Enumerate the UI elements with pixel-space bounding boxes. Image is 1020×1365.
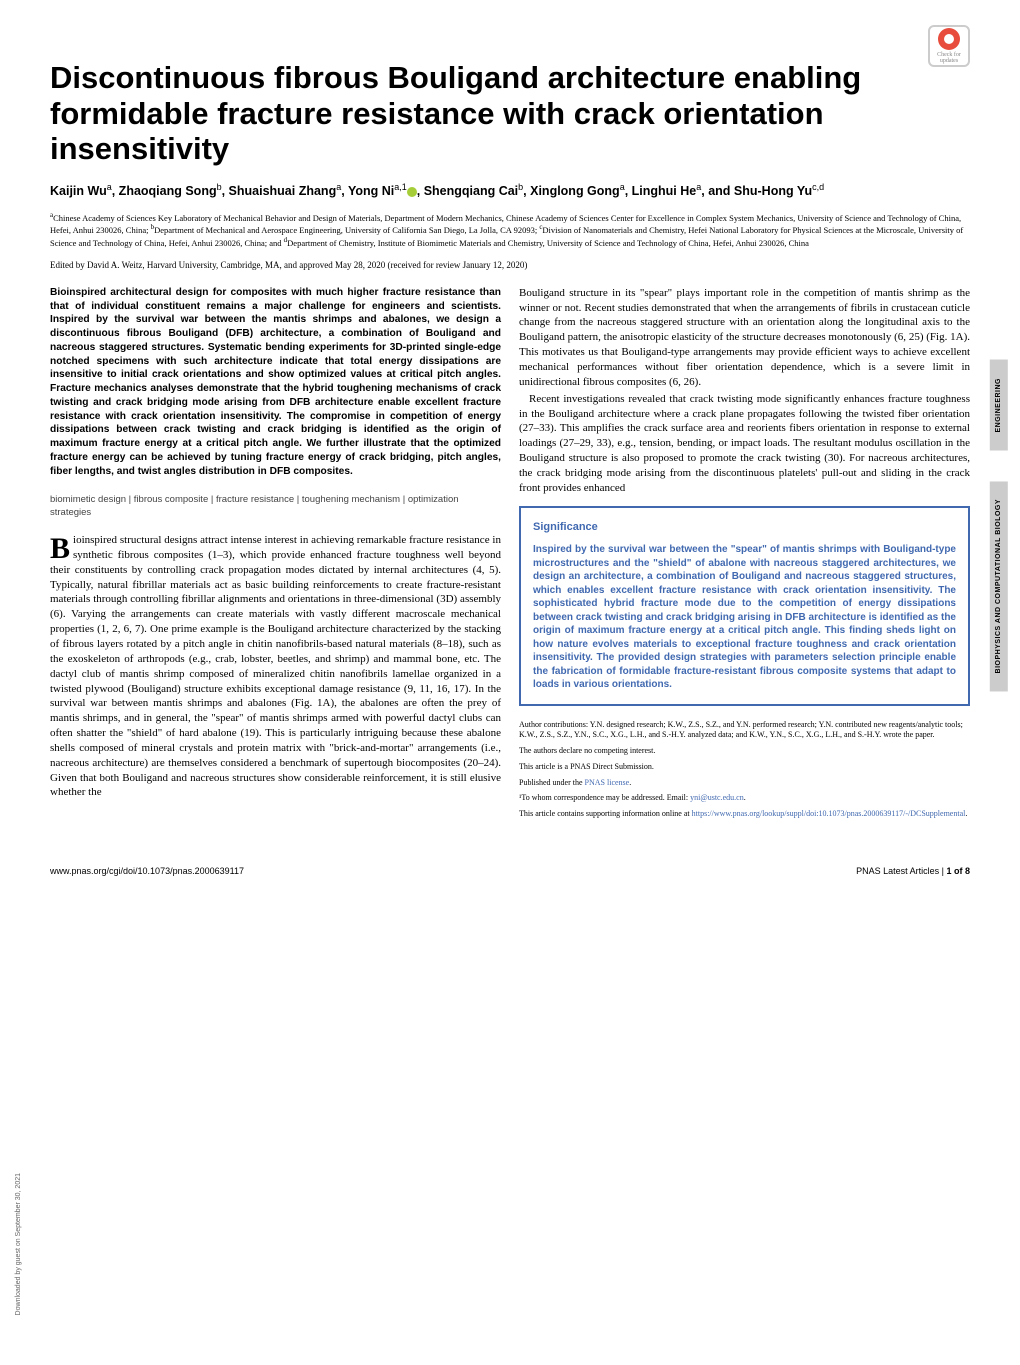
affiliations: aChinese Academy of Sciences Key Laborat… [50, 211, 970, 250]
footer-doi: www.pnas.org/cgi/doi/10.1073/pnas.200063… [50, 865, 244, 878]
supplemental-link[interactable]: https://www.pnas.org/lookup/suppl/doi:10… [692, 809, 966, 818]
correspondence-email[interactable]: yni@ustc.edu.cn [690, 793, 744, 802]
body-p2: Bouligand structure in its "spear" plays… [519, 286, 970, 390]
direct-submission: This article is a PNAS Direct Submission… [519, 762, 970, 773]
supplemental-line: This article contains supporting informa… [519, 809, 970, 820]
abstract: Bioinspired architectural design for com… [50, 286, 501, 479]
competing-interest: The authors declare no competing interes… [519, 746, 970, 757]
footer-pages: PNAS Latest Articles | 1 of 8 [856, 865, 970, 878]
article-title: Discontinuous fibrous Bouligand architec… [50, 60, 970, 167]
main-columns: Bioinspired architectural design for com… [50, 286, 970, 825]
check-updates-badge[interactable]: Check for updates [928, 25, 970, 67]
significance-box: Significance Inspired by the survival wa… [519, 506, 970, 706]
license-link[interactable]: PNAS license [585, 778, 630, 787]
left-column: Bioinspired architectural design for com… [50, 286, 501, 825]
license-line: Published under the PNAS license. [519, 778, 970, 789]
significance-text: Inspired by the survival war between the… [533, 543, 956, 692]
keywords: biomimetic design | fibrous composite | … [50, 493, 501, 520]
check-updates-icon [938, 28, 960, 50]
footnotes: Author contributions: Y.N. designed rese… [519, 720, 970, 821]
author-contributions: Author contributions: Y.N. designed rese… [519, 720, 970, 742]
body-text-right: Bouligand structure in its "spear" plays… [519, 286, 970, 496]
edited-by: Edited by David A. Weitz, Harvard Univer… [50, 259, 970, 272]
authors-list: Kaijin Wua, Zhaoqiang Songb, Shuaishuai … [50, 181, 970, 201]
page-footer: www.pnas.org/cgi/doi/10.1073/pnas.200063… [50, 865, 970, 878]
section-tabs: ENGINEERING BIOPHYSICS AND COMPUTATIONAL… [990, 360, 1008, 691]
body-text-left: Bioinspired structural designs attract i… [50, 533, 501, 800]
body-p3: Recent investigations revealed that crac… [519, 392, 970, 496]
check-updates-label: Check for updates [930, 52, 968, 64]
body-p1: ioinspired structural designs attract in… [50, 534, 501, 798]
section-tab-engineering: ENGINEERING [990, 360, 1008, 451]
right-column: Bouligand structure in its "spear" plays… [519, 286, 970, 825]
section-tab-biophysics: BIOPHYSICS AND COMPUTATIONAL BIOLOGY [990, 481, 1008, 691]
significance-title: Significance [533, 520, 956, 535]
dropcap: B [50, 533, 73, 562]
correspondence-line: ¹To whom correspondence may be addressed… [519, 793, 970, 804]
download-timestamp: Downloaded by guest on September 30, 202… [14, 1173, 24, 1315]
